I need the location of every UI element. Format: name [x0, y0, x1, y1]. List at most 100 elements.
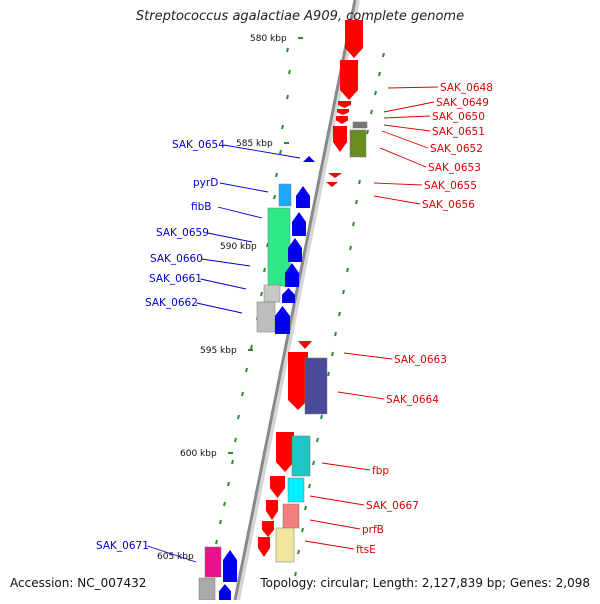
scale-tick	[297, 549, 300, 555]
leader-line	[381, 130, 429, 149]
gene-bar	[198, 577, 216, 601]
gene-bar	[278, 183, 292, 207]
gene-arrow	[288, 238, 302, 262]
leader-line	[207, 232, 253, 243]
scale-tick	[366, 129, 369, 135]
gene-bar	[304, 357, 328, 415]
gene-label-sak-0649: SAK_0649	[436, 97, 489, 109]
scale-tick	[382, 52, 385, 58]
leader-line	[304, 540, 355, 550]
scale-label: 590 kbp	[220, 242, 257, 252]
gene-label-prfb: prfB	[362, 524, 384, 536]
scale-label: 605 kbp	[157, 552, 194, 562]
scale-tick	[327, 371, 330, 377]
gene-arrow	[333, 126, 347, 152]
scale-tick	[227, 481, 230, 487]
leader-line	[309, 495, 365, 506]
gene-arrow	[303, 156, 315, 162]
gene-label-sak-0671: SAK_0671	[96, 540, 149, 552]
gene-label-fibb: fibB	[191, 201, 211, 213]
gene-arrow	[292, 212, 306, 236]
gene-arrow	[258, 537, 270, 557]
backbone-shadow	[234, 0, 360, 601]
gene-label-sak-0648: SAK_0648	[440, 82, 493, 94]
gene-label-sak-0652: SAK_0652	[430, 143, 483, 155]
gene-label-sak-0667: SAK_0667	[366, 500, 419, 512]
leader-line	[223, 144, 301, 159]
scale-tick	[378, 71, 381, 77]
gene-arrow	[262, 521, 274, 537]
leader-line	[201, 258, 251, 267]
gene-arrow	[288, 352, 308, 410]
scale-tick	[334, 331, 337, 337]
scale-tick	[288, 69, 291, 75]
scale-label: 595 kbp	[200, 346, 237, 356]
gene-arrow	[223, 550, 237, 582]
leader-line	[217, 206, 263, 219]
scale-tick	[374, 90, 377, 96]
scale-tick	[279, 149, 282, 155]
gene-arrow	[282, 288, 295, 303]
scale-tick	[349, 245, 352, 251]
scale-tick	[370, 109, 373, 115]
leader-line	[373, 182, 423, 186]
gene-bar	[352, 121, 368, 129]
scale-tick	[316, 437, 319, 443]
accession-text: Accession: NC_007432	[10, 576, 147, 590]
scale-tick	[223, 501, 226, 507]
gene-label-sak-0659: SAK_0659	[156, 227, 209, 239]
gene-label-sak-0664: SAK_0664	[386, 394, 439, 406]
scale-tick	[320, 414, 323, 420]
leader-line	[383, 101, 435, 113]
scale-tick	[352, 221, 355, 227]
scale-tick	[281, 124, 284, 130]
gene-arrow	[285, 263, 299, 287]
gene-arrow	[338, 101, 351, 108]
leader-line	[373, 195, 421, 205]
gene-label-sak-0654: SAK_0654	[172, 139, 225, 151]
leader-line	[219, 182, 269, 193]
scale-tick	[338, 311, 341, 317]
scale-tick	[231, 459, 234, 465]
gene-label-fbp: fbp	[372, 465, 389, 477]
gene-label-sak-0650: SAK_0650	[432, 111, 485, 123]
leader-line	[337, 391, 385, 400]
scale-label: 585 kbp	[236, 139, 273, 149]
scale-tick	[215, 539, 218, 545]
gene-arrow	[336, 116, 348, 124]
gene-arrow	[275, 306, 290, 334]
gene-arrow	[276, 432, 294, 472]
map-title: Streptococcus agalactiae A909, complete …	[135, 9, 465, 24]
gene-bar	[256, 301, 276, 333]
scale-tick	[304, 505, 307, 511]
leader-line	[343, 352, 393, 360]
scale-label: 600 kbp	[180, 449, 217, 459]
gene-label-pyrd: pyrD	[193, 177, 218, 189]
scale-label: 580 kbp	[250, 34, 287, 44]
gene-arrow	[270, 476, 285, 498]
gene-label-sak-0653: SAK_0653	[428, 162, 481, 174]
scale-tick	[219, 519, 222, 525]
scale-tick	[241, 391, 244, 397]
leader-line	[147, 545, 197, 563]
topology-text: Topology: circular; Length: 2,127,839 bp…	[260, 576, 590, 590]
gene-label-sak-0651: SAK_0651	[432, 126, 485, 138]
leader-line	[309, 519, 361, 530]
gene-arrow	[326, 182, 338, 187]
scale-tick	[260, 291, 263, 297]
gene-label-sak-0661: SAK_0661	[149, 273, 202, 285]
gene-arrow	[266, 500, 278, 520]
gene-label-sak-0660: SAK_0660	[150, 253, 203, 265]
scale-tick	[342, 289, 345, 295]
scale-tick	[286, 47, 289, 53]
gene-label-sak-0662: SAK_0662	[145, 297, 198, 309]
scale-tick	[346, 267, 349, 273]
scale-tick	[263, 267, 266, 273]
scale-tick	[294, 571, 297, 577]
scale-tick	[273, 194, 276, 200]
scale-tick	[234, 437, 237, 443]
leader-line	[321, 462, 371, 471]
gene-arrow	[340, 60, 358, 100]
